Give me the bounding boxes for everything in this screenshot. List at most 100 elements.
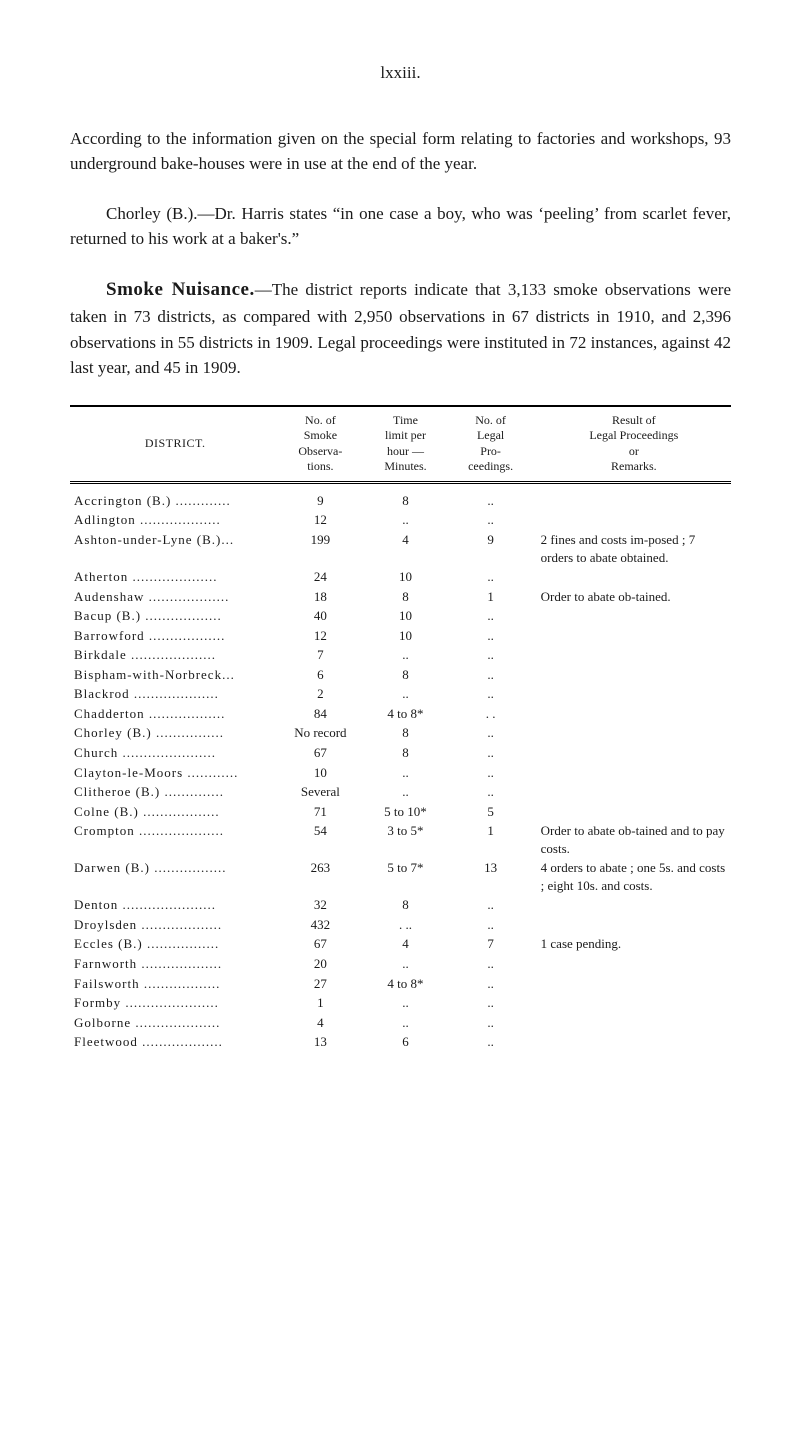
table-row: Chorley (B.) ................No record8.…: [70, 723, 731, 743]
col-header-legal: No. ofLegalPro-ceedings.: [451, 406, 531, 482]
observations-cell: 67: [280, 743, 360, 763]
table-row: Farnworth ...................20....: [70, 954, 731, 974]
legal-cell: ..: [451, 743, 531, 763]
legal-cell: ..: [451, 665, 531, 685]
district-cell: Barrowford ..................: [70, 626, 280, 646]
observations-cell: 13: [280, 1032, 360, 1052]
observations-cell: 20: [280, 954, 360, 974]
time-cell: 3 to 5*: [360, 821, 450, 858]
observations-cell: 84: [280, 704, 360, 724]
time-cell: 8: [360, 743, 450, 763]
district-cell: Fleetwood ...................: [70, 1032, 280, 1052]
legal-cell: 1: [451, 587, 531, 607]
district-cell: Blackrod ....................: [70, 684, 280, 704]
table-row: Fleetwood ...................136..: [70, 1032, 731, 1052]
district-cell: Audenshaw ...................: [70, 587, 280, 607]
table-row: Darwen (B.) .................2635 to 7*1…: [70, 858, 731, 895]
legal-cell: ..: [451, 782, 531, 802]
observations-cell: Several: [280, 782, 360, 802]
result-cell: [531, 915, 731, 935]
result-cell: [531, 723, 731, 743]
time-cell: 5 to 7*: [360, 858, 450, 895]
table-row: Droylsden ...................432. ....: [70, 915, 731, 935]
table-row: Denton ......................328..: [70, 895, 731, 915]
observations-cell: 2: [280, 684, 360, 704]
table-row: Adlington ...................12....: [70, 510, 731, 530]
table-row: Blackrod ....................2....: [70, 684, 731, 704]
legal-cell: ..: [451, 993, 531, 1013]
legal-cell: ..: [451, 1013, 531, 1033]
result-cell: [531, 645, 731, 665]
legal-cell: 5: [451, 802, 531, 822]
table-row: Chadderton ..................844 to 8*. …: [70, 704, 731, 724]
district-cell: Crompton ....................: [70, 821, 280, 858]
result-cell: Order to abate ob-tained.: [531, 587, 731, 607]
district-cell: Bispham-with-Norbreck...: [70, 665, 280, 685]
table-row: Barrowford ..................1210..: [70, 626, 731, 646]
time-cell: 8: [360, 483, 450, 510]
district-cell: Failsworth ..................: [70, 974, 280, 994]
col-header-time: Timelimit perhour —Minutes.: [360, 406, 450, 482]
table-row: Golborne ....................4....: [70, 1013, 731, 1033]
observations-cell: 1: [280, 993, 360, 1013]
observations-cell: 199: [280, 530, 360, 567]
observations-cell: 54: [280, 821, 360, 858]
district-cell: Droylsden ...................: [70, 915, 280, 935]
legal-cell: ..: [451, 626, 531, 646]
observations-cell: 263: [280, 858, 360, 895]
district-cell: Eccles (B.) .................: [70, 934, 280, 954]
table-row: Accrington (B.) .............98..: [70, 483, 731, 510]
time-cell: ..: [360, 993, 450, 1013]
time-cell: 8: [360, 723, 450, 743]
observations-cell: 432: [280, 915, 360, 935]
observations-cell: 7: [280, 645, 360, 665]
time-cell: 10: [360, 567, 450, 587]
table-row: Bispham-with-Norbreck...68..: [70, 665, 731, 685]
col-header-result: Result ofLegal ProceedingsorRemarks.: [531, 406, 731, 482]
legal-cell: 9: [451, 530, 531, 567]
table-row: Audenshaw ...................1881Order t…: [70, 587, 731, 607]
district-cell: Adlington ...................: [70, 510, 280, 530]
result-cell: [531, 684, 731, 704]
observations-cell: 10: [280, 763, 360, 783]
legal-cell: 7: [451, 934, 531, 954]
observations-cell: 12: [280, 626, 360, 646]
time-cell: 4 to 8*: [360, 704, 450, 724]
result-cell: [531, 743, 731, 763]
section-lead: Smoke Nuisance.: [106, 279, 255, 300]
legal-cell: ..: [451, 915, 531, 935]
legal-cell: . .: [451, 704, 531, 724]
district-cell: Chadderton ..................: [70, 704, 280, 724]
legal-cell: ..: [451, 974, 531, 994]
table-row: Failsworth ..................274 to 8*..: [70, 974, 731, 994]
observations-cell: 12: [280, 510, 360, 530]
result-cell: [531, 606, 731, 626]
time-cell: ..: [360, 1013, 450, 1033]
table-row: Crompton ....................543 to 5*1O…: [70, 821, 731, 858]
time-cell: 5 to 10*: [360, 802, 450, 822]
col-header-district: DISTRICT.: [70, 406, 280, 482]
time-cell: 4 to 8*: [360, 974, 450, 994]
district-cell: Golborne ....................: [70, 1013, 280, 1033]
district-cell: Formby ......................: [70, 993, 280, 1013]
legal-cell: ..: [451, 510, 531, 530]
result-cell: [531, 704, 731, 724]
time-cell: 8: [360, 895, 450, 915]
legal-cell: ..: [451, 684, 531, 704]
district-cell: Atherton ....................: [70, 567, 280, 587]
observations-cell: No record: [280, 723, 360, 743]
paragraph-1: According to the information given on th…: [70, 126, 731, 177]
result-cell: [531, 974, 731, 994]
table-row: Colne (B.) ..................715 to 10*5: [70, 802, 731, 822]
observations-cell: 40: [280, 606, 360, 626]
district-cell: Clayton-le-Moors ............: [70, 763, 280, 783]
section-smoke-nuisance: Smoke Nuisance.—The district reports ind…: [70, 276, 731, 381]
table-row: Eccles (B.) .................67471 case …: [70, 934, 731, 954]
time-cell: . ..: [360, 915, 450, 935]
district-cell: Denton ......................: [70, 895, 280, 915]
observations-cell: 71: [280, 802, 360, 822]
observations-cell: 18: [280, 587, 360, 607]
result-cell: [531, 567, 731, 587]
legal-cell: ..: [451, 1032, 531, 1052]
time-cell: ..: [360, 684, 450, 704]
